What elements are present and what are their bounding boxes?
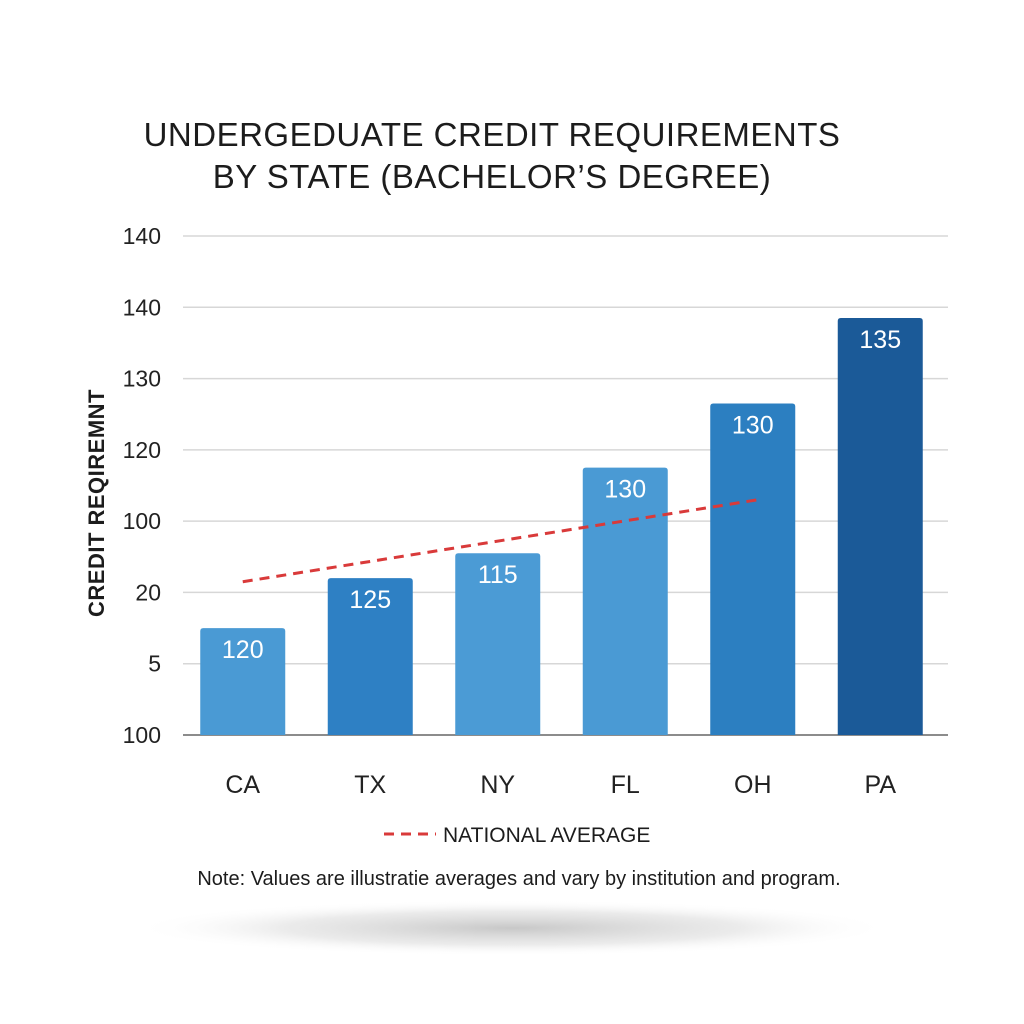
chart-note: Note: Values are illustratie averages an… [197,868,840,890]
bar-value-label: 125 [349,586,391,614]
national-average-layer [242,498,758,584]
x-tick-label: OH [734,771,772,799]
legend-label-national-average: NATIONAL AVERAGE [443,824,650,847]
y-tick-label: 100 [123,722,161,748]
y-axis-label: CREDIT REQIREMNT [84,389,109,617]
x-tick-label: FL [611,771,640,799]
chart-title-line-2: BY STATE (BACHELOR’S DEGREE) [213,158,772,195]
y-tick-label: 20 [135,579,161,605]
x-tick-label: NY [480,771,515,799]
y-tick-label: 140 [123,294,161,320]
bar-value-label: 130 [732,412,774,440]
grid-lines [183,235,948,736]
chart-title-line-1: UNDERGEDUATE CREDIT REQUIREMENTS [144,116,841,153]
legend: NATIONAL AVERAGE [384,824,650,847]
bars: 120 125 115 130 130 135 [200,317,923,735]
national-average-line [242,498,758,584]
bar-value-label: 120 [222,636,264,664]
x-tick-label: CA [225,771,260,799]
x-tick-label: PA [865,771,897,799]
bar-oh [710,403,796,735]
y-tick-label: 130 [123,366,161,392]
x-tick-label: TX [354,771,386,799]
bar-pa [837,317,923,735]
y-axis-ticks: 140 140 130 120 100 20 5 100 [123,223,161,748]
bar-tx [327,578,413,735]
x-axis-ticks: CA TX NY FL OH PA [225,771,896,799]
y-tick-label: 120 [123,437,161,463]
bar-ny [455,553,541,735]
y-tick-label: 140 [123,223,161,249]
bar-value-label: 115 [478,561,518,589]
y-tick-label: 100 [123,508,161,534]
bar-value-label: 135 [859,326,901,354]
floor-shadow [132,900,892,956]
bar-ca [200,628,286,735]
y-tick-label: 5 [148,651,161,677]
bar-fl [582,467,668,735]
bar-value-label: 130 [604,476,646,504]
